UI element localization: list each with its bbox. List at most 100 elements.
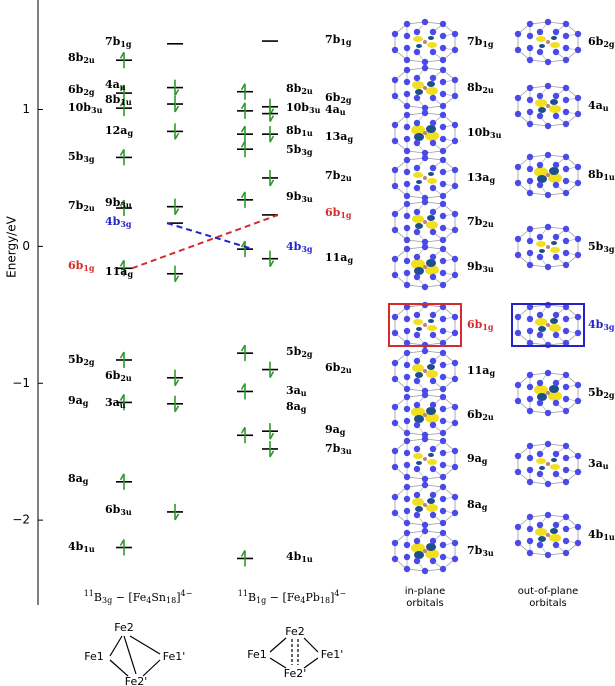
atom xyxy=(544,82,552,90)
atom xyxy=(391,493,399,501)
atom xyxy=(526,383,534,391)
electron xyxy=(174,265,180,283)
atom xyxy=(421,521,429,529)
atom xyxy=(403,483,411,491)
orbital-label: 8b2u xyxy=(286,82,313,96)
atom xyxy=(439,417,447,425)
atom xyxy=(451,121,459,129)
electron xyxy=(119,84,125,102)
atom xyxy=(403,200,411,208)
atom xyxy=(439,32,447,40)
atom xyxy=(403,32,411,40)
atom xyxy=(544,122,552,130)
atom xyxy=(562,108,570,116)
electron xyxy=(174,369,180,387)
lobe xyxy=(427,325,437,331)
atom xyxy=(562,339,570,347)
atom xyxy=(439,507,447,515)
orbital-label: 9ag xyxy=(68,394,89,408)
atom xyxy=(451,137,459,145)
atom xyxy=(439,168,447,176)
atom xyxy=(439,339,447,347)
atom xyxy=(391,137,399,145)
atom xyxy=(403,349,411,357)
atom xyxy=(544,409,552,417)
atom xyxy=(526,442,534,450)
atom xyxy=(526,249,534,257)
atom xyxy=(439,495,447,503)
orbital-picture xyxy=(391,109,459,157)
orbital-label: 7b3u xyxy=(325,442,352,456)
atom xyxy=(562,165,570,173)
electron xyxy=(119,473,125,490)
atom xyxy=(403,315,411,323)
orbital-picture xyxy=(514,151,582,199)
atom xyxy=(514,163,522,171)
atom xyxy=(413,273,421,281)
atom xyxy=(574,46,582,54)
atom xyxy=(552,521,560,529)
lobe xyxy=(416,327,422,331)
lobe xyxy=(414,133,424,141)
atom xyxy=(403,168,411,176)
atom xyxy=(429,377,437,385)
atom xyxy=(451,182,459,190)
lobe xyxy=(538,536,546,542)
atom xyxy=(421,104,429,112)
atom xyxy=(526,32,534,40)
atom xyxy=(391,509,399,517)
atom xyxy=(526,56,534,64)
atom xyxy=(421,238,429,246)
orbital-label: 7b2u xyxy=(467,215,494,229)
electron xyxy=(119,149,125,166)
atom xyxy=(514,329,522,337)
orbital-picture xyxy=(514,369,582,417)
atom xyxy=(562,225,570,233)
y-axis-label: Energy/eV xyxy=(5,215,19,277)
atom xyxy=(413,491,421,499)
atom xyxy=(574,110,582,118)
atom xyxy=(562,513,570,521)
atom xyxy=(562,478,570,486)
atom-label: Fe2' xyxy=(125,675,148,686)
atom xyxy=(413,557,421,565)
lobe xyxy=(426,259,436,267)
atom xyxy=(546,245,550,249)
atom xyxy=(451,46,459,54)
atom xyxy=(413,311,421,319)
atom xyxy=(403,281,411,289)
lobe xyxy=(551,458,557,462)
orbital-label: 5b2g xyxy=(68,353,95,367)
lobe xyxy=(539,249,545,253)
orbital-label: 9b3u xyxy=(286,190,313,204)
atom xyxy=(526,327,534,335)
atom xyxy=(413,445,421,453)
bond xyxy=(303,637,319,653)
atom xyxy=(439,349,447,357)
atom xyxy=(429,48,437,56)
atom xyxy=(403,339,411,347)
atom xyxy=(526,549,534,557)
orbital-label: 8b2u xyxy=(68,51,95,65)
orbital-picture xyxy=(391,481,459,529)
atom xyxy=(552,233,560,241)
atom xyxy=(403,66,411,74)
atom xyxy=(526,466,534,474)
y-tick-label: −1 xyxy=(12,376,30,390)
atom xyxy=(526,261,534,269)
atom xyxy=(429,28,437,36)
lobe xyxy=(426,221,438,229)
atom xyxy=(526,537,534,545)
atom xyxy=(403,56,411,64)
atom xyxy=(429,94,437,102)
y-tick-label: 1 xyxy=(22,102,30,116)
atom xyxy=(391,375,399,383)
atom xyxy=(391,46,399,54)
orbital-label: 6b2u xyxy=(467,408,494,422)
atom xyxy=(423,369,427,373)
atom xyxy=(562,120,570,128)
atom xyxy=(439,135,447,143)
atom xyxy=(439,192,447,200)
atom xyxy=(421,567,429,575)
